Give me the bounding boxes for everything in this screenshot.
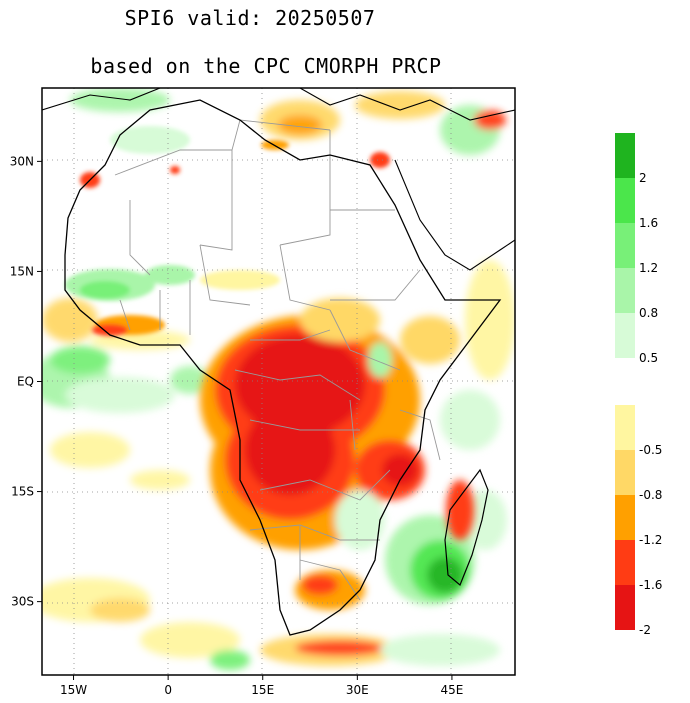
legend-dry-swatch (615, 450, 635, 495)
y-tick-label: 30S (11, 595, 34, 609)
legend-wet-label: 1.6 (639, 216, 658, 230)
legend-dry: -0.5 -0.8 -1.2 -1.6 -2 (615, 405, 662, 637)
x-axis: 15W 0 15E 30E 45E (60, 675, 463, 697)
legend-dry-label: -2 (639, 623, 651, 637)
x-tick-label: 15E (251, 683, 274, 697)
europe-coastline (42, 88, 515, 121)
legend-dry-label: -1.2 (639, 533, 662, 547)
map-panel (42, 88, 515, 675)
legend-dry-label: -0.5 (639, 443, 662, 457)
madagascar-coastline (444, 468, 489, 586)
arabia-coastline (394, 159, 515, 271)
legend-wet-swatch (615, 178, 635, 223)
x-tick-label: 45E (441, 683, 464, 697)
legend-wet-swatch (615, 313, 635, 358)
legend-wet-label: 1.2 (639, 261, 658, 275)
y-tick-label: 15N (10, 264, 34, 278)
spi-shading (42, 88, 515, 670)
map-title: SPI6 valid: 20250507 (124, 6, 376, 30)
legend-wet-swatch (615, 268, 635, 313)
y-tick-label: 15S (11, 485, 34, 499)
africa-coastline (64, 99, 502, 636)
legend-dry-swatch (615, 405, 635, 450)
legend-wet-swatch (615, 133, 635, 178)
legend-wet-label: 0.5 (639, 351, 658, 365)
legend-wet-label: 2 (639, 171, 647, 185)
y-tick-label: 30N (10, 154, 34, 168)
country-borders (114, 119, 441, 601)
y-axis: 30N 15N EQ 15S 30S (10, 154, 42, 609)
legend-dry-label: -0.8 (639, 488, 662, 502)
x-tick-label: 15W (60, 683, 87, 697)
legend-wet: 2 1.6 1.2 0.8 0.5 (615, 133, 658, 365)
y-tick-label: EQ (17, 375, 34, 389)
legend-dry-swatch (615, 540, 635, 585)
x-tick-label: 30E (346, 683, 369, 697)
map-subtitle: based on the CPC CMORPH PRCP (90, 54, 442, 78)
legend-wet-swatch (615, 223, 635, 268)
legend-dry-swatch (615, 495, 635, 540)
legend-wet-label: 0.8 (639, 306, 658, 320)
x-tick-label: 0 (164, 683, 172, 697)
legend-dry-label: -1.6 (639, 578, 662, 592)
legend-dry-swatch (615, 585, 635, 630)
